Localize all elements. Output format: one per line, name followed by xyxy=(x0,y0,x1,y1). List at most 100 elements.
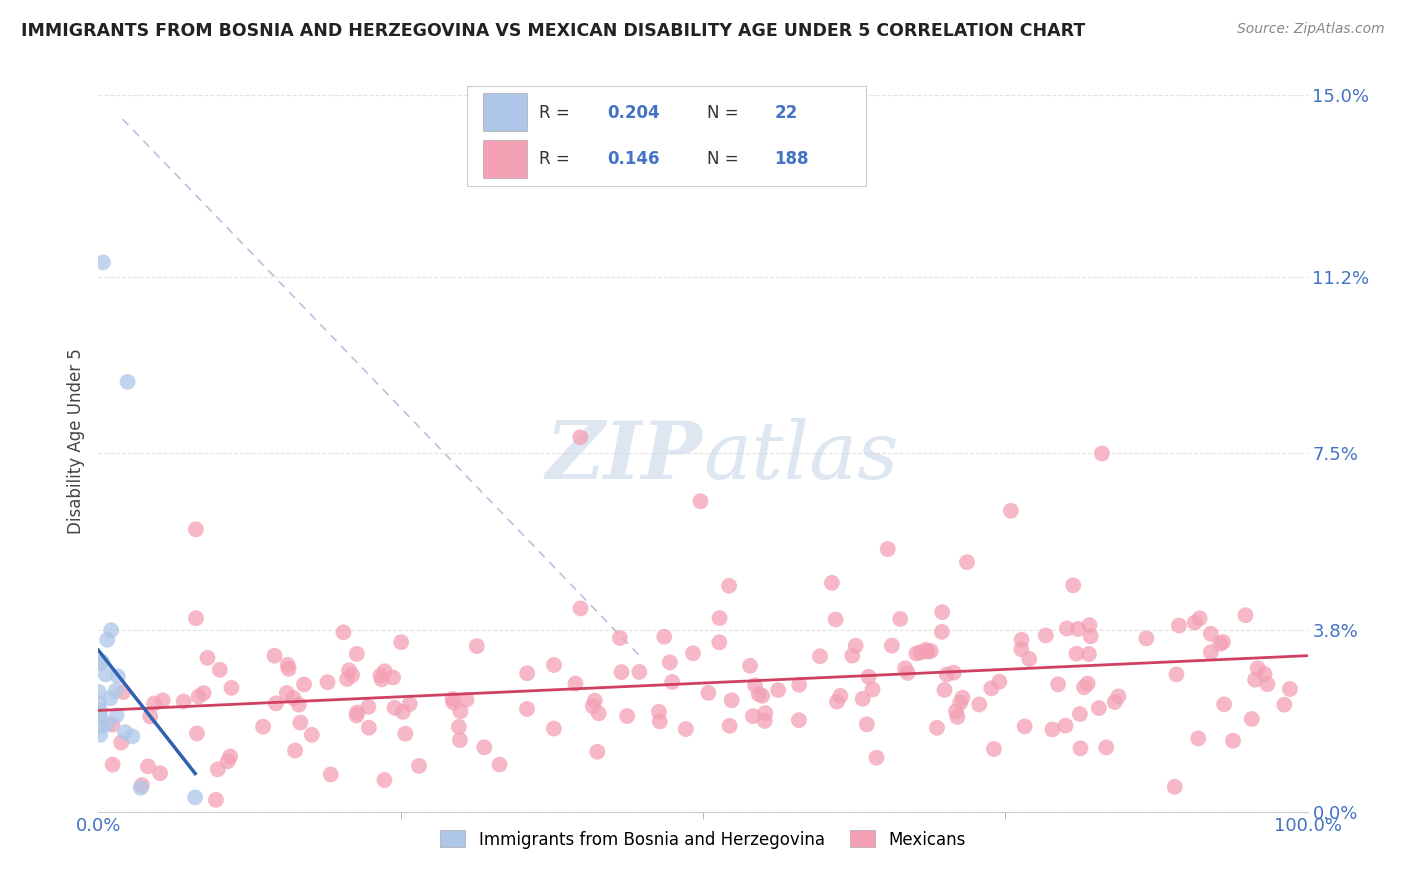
Point xyxy=(1247,661,1270,675)
Point xyxy=(107,669,129,683)
Point xyxy=(720,693,742,707)
Point xyxy=(616,709,638,723)
Point xyxy=(949,696,972,710)
Point xyxy=(675,722,697,736)
Point xyxy=(96,632,118,647)
Point xyxy=(1199,626,1222,640)
Point xyxy=(1222,733,1244,747)
Point xyxy=(564,676,586,690)
Point xyxy=(449,733,471,747)
Point xyxy=(89,709,111,723)
Point xyxy=(945,704,967,718)
Point xyxy=(917,645,939,659)
Point xyxy=(187,690,209,704)
Point xyxy=(787,713,810,727)
Point xyxy=(983,742,1005,756)
Point xyxy=(284,743,307,757)
Point xyxy=(583,694,606,708)
Point xyxy=(277,662,299,676)
Point xyxy=(935,667,957,681)
Point xyxy=(1010,642,1032,657)
Point xyxy=(110,735,132,749)
Point xyxy=(931,624,953,639)
Point xyxy=(543,658,565,673)
Point xyxy=(292,677,315,691)
Point xyxy=(276,686,298,700)
Point xyxy=(748,687,770,701)
Point xyxy=(129,780,152,795)
Point xyxy=(149,766,172,780)
Point xyxy=(1166,667,1188,681)
Point xyxy=(697,686,720,700)
Y-axis label: Disability Age Under 5: Disability Age Under 5 xyxy=(66,349,84,534)
Point xyxy=(1014,719,1036,733)
Point xyxy=(1080,629,1102,643)
Text: IMMIGRANTS FROM BOSNIA AND HERZEGOVINA VS MEXICAN DISABILITY AGE UNDER 5 CORRELA: IMMIGRANTS FROM BOSNIA AND HERZEGOVINA V… xyxy=(21,22,1085,40)
Point xyxy=(1077,676,1099,690)
Point xyxy=(980,681,1002,696)
Point xyxy=(1107,690,1129,704)
Text: atlas: atlas xyxy=(703,417,898,495)
Point xyxy=(301,728,323,742)
Point xyxy=(346,647,368,661)
Point xyxy=(824,612,846,626)
Point xyxy=(1077,647,1099,661)
Point xyxy=(967,698,990,712)
Point xyxy=(709,611,731,625)
Point xyxy=(910,645,932,659)
Point xyxy=(610,665,633,680)
Point xyxy=(205,793,228,807)
Point xyxy=(825,695,848,709)
Point xyxy=(105,708,128,723)
Point xyxy=(408,759,430,773)
Point xyxy=(89,703,111,717)
Point xyxy=(94,667,117,681)
Point xyxy=(101,757,124,772)
Point xyxy=(121,729,143,743)
Point xyxy=(787,678,810,692)
Point xyxy=(472,740,495,755)
Point xyxy=(87,696,110,710)
Point xyxy=(98,691,121,706)
Point xyxy=(1035,628,1057,642)
Point xyxy=(754,706,776,720)
Point xyxy=(208,663,231,677)
Point xyxy=(117,375,139,389)
Point xyxy=(186,726,208,740)
Point xyxy=(131,778,153,792)
Point xyxy=(931,605,953,619)
Point xyxy=(1069,707,1091,722)
Point xyxy=(346,706,368,720)
Point xyxy=(1011,632,1033,647)
Point xyxy=(357,721,380,735)
Point xyxy=(89,728,111,742)
Point xyxy=(443,696,465,710)
Point xyxy=(588,706,610,721)
Point xyxy=(252,720,274,734)
Point xyxy=(658,656,681,670)
Point xyxy=(90,719,112,733)
Point xyxy=(865,750,887,764)
Point xyxy=(862,682,884,697)
Point xyxy=(718,719,741,733)
Point xyxy=(1088,701,1111,715)
Point xyxy=(332,625,354,640)
Point xyxy=(184,522,207,536)
Point xyxy=(1253,667,1275,681)
Point xyxy=(582,699,605,714)
Point xyxy=(371,673,394,687)
Point xyxy=(569,430,592,444)
Point xyxy=(946,710,969,724)
Point xyxy=(914,643,936,657)
Point xyxy=(1168,618,1191,632)
Point xyxy=(1244,673,1267,687)
Point xyxy=(905,647,928,661)
Point xyxy=(858,670,880,684)
Point xyxy=(139,709,162,723)
Point xyxy=(394,727,416,741)
Point xyxy=(96,717,118,731)
Point xyxy=(1199,645,1222,659)
Point xyxy=(336,672,359,686)
Point xyxy=(880,639,903,653)
Point xyxy=(221,681,243,695)
